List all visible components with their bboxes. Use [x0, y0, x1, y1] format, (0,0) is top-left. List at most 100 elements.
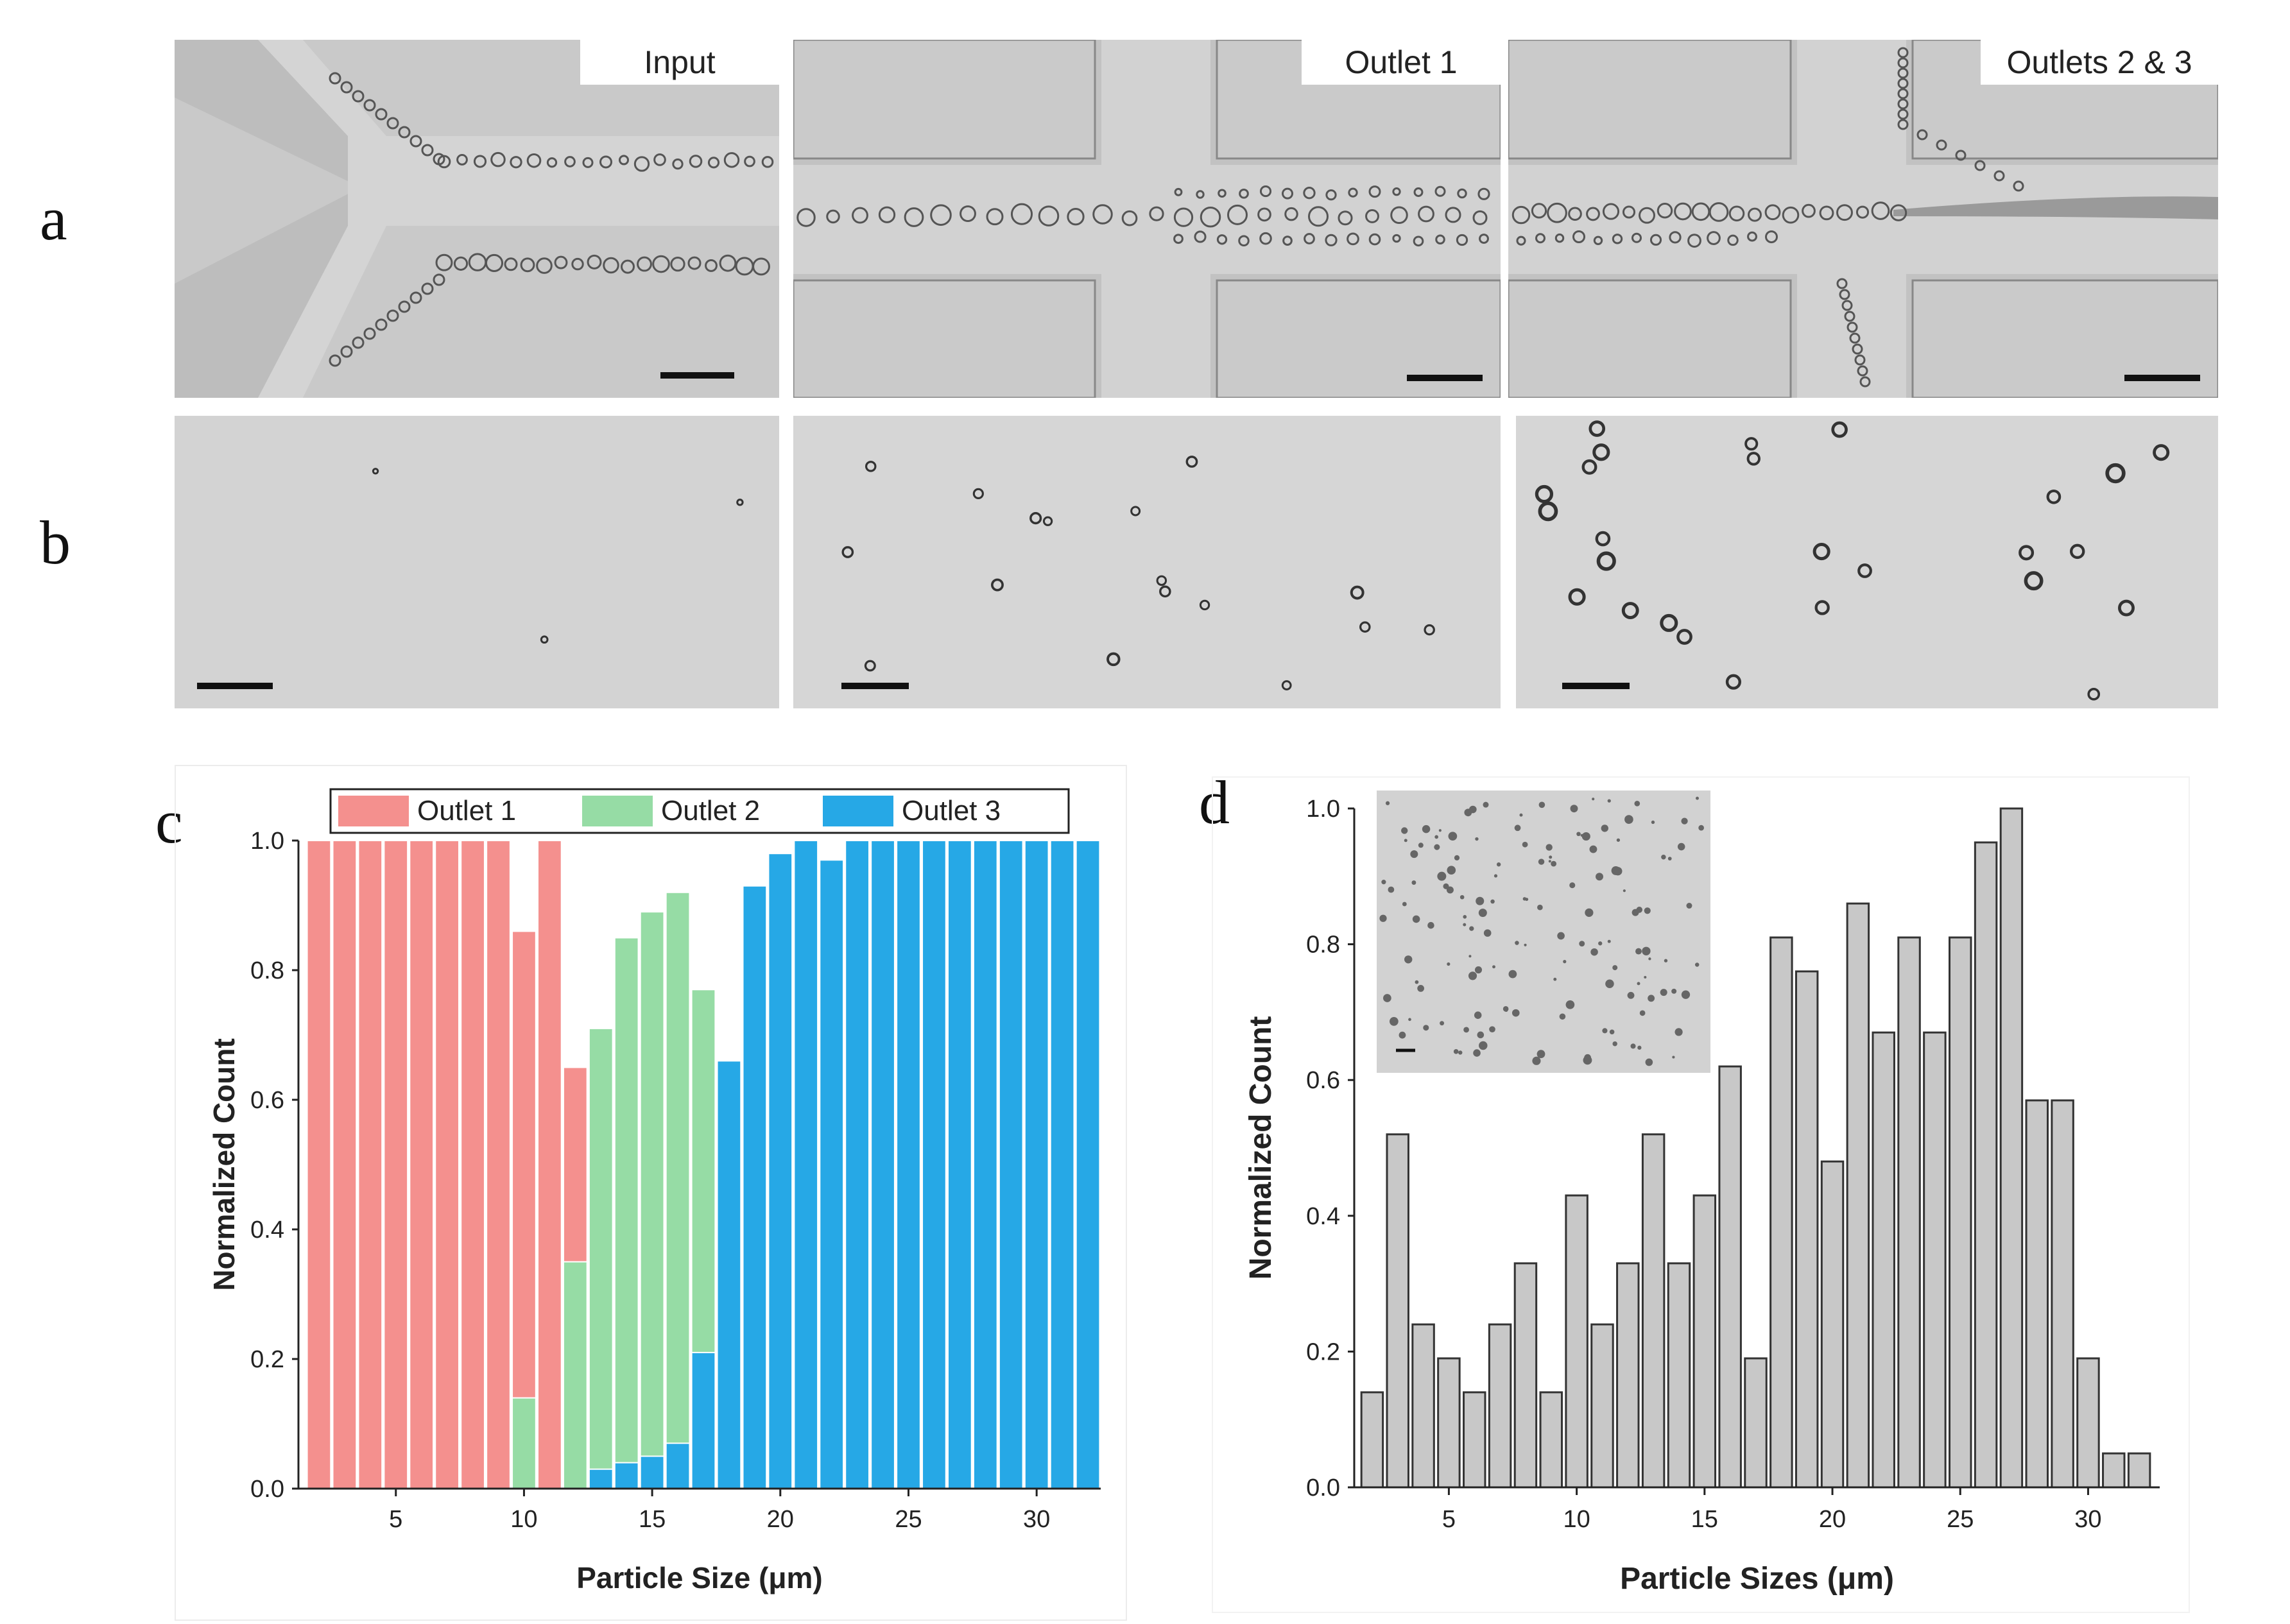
- bar: [1049, 840, 1075, 1489]
- bar: [1386, 1133, 1409, 1489]
- chart-d-frame: [1212, 776, 2190, 1613]
- inset-particle: [1508, 970, 1517, 979]
- droplet: [1849, 332, 1861, 344]
- droplet: [504, 257, 518, 271]
- y-tick-label: 0.4: [1306, 1203, 1340, 1230]
- droplet: [375, 318, 388, 331]
- inset-particle: [1559, 1013, 1566, 1020]
- bar: [1667, 1262, 1691, 1489]
- bar: [1949, 936, 1972, 1489]
- y-tick-label: 0.0: [1306, 1474, 1340, 1501]
- caption-input: Input: [580, 40, 779, 85]
- bar: [1437, 1357, 1461, 1489]
- inset-particle: [1411, 880, 1416, 885]
- droplet: [564, 156, 576, 167]
- inset-particle: [1483, 801, 1489, 808]
- droplet: [1727, 234, 1739, 246]
- bar: [1692, 1194, 1717, 1489]
- droplet: [705, 259, 718, 272]
- bar: [2127, 1452, 2151, 1489]
- inset-particle: [1458, 1050, 1463, 1055]
- droplet: [1764, 204, 1781, 221]
- bar: [2076, 1357, 2100, 1489]
- droplet: [1531, 203, 1547, 219]
- bar: [435, 840, 460, 1489]
- droplet: [1303, 187, 1316, 200]
- droplet: [1173, 207, 1194, 227]
- droplet: [554, 255, 568, 269]
- inset-particle: [1581, 832, 1590, 841]
- droplet: [1854, 354, 1866, 366]
- droplet: [796, 208, 816, 227]
- droplet: [1897, 108, 1909, 120]
- inset-particle: [1379, 914, 1387, 922]
- inset-particle: [1524, 943, 1527, 946]
- inset-particle: [1569, 882, 1576, 889]
- row-label-b: b: [40, 508, 71, 577]
- x-tick-label: 5: [389, 1506, 402, 1533]
- bar: [2051, 1099, 2074, 1489]
- bar: [1846, 902, 1870, 1489]
- scale-bar: [841, 683, 909, 689]
- inset-particle: [1477, 1031, 1485, 1039]
- droplet: [652, 255, 670, 273]
- droplet: [689, 155, 703, 168]
- particle: [1725, 674, 1741, 690]
- particle: [2105, 463, 2126, 484]
- bar: [562, 1261, 588, 1489]
- inset-particle: [1644, 976, 1647, 979]
- micrograph-b-outlet-1: [793, 416, 1501, 708]
- inset-particle: [1612, 1041, 1617, 1047]
- bar: [1539, 1391, 1563, 1489]
- droplet: [1897, 67, 1909, 79]
- particle: [1281, 680, 1292, 690]
- droplet: [1897, 47, 1909, 58]
- droplet: [986, 208, 1004, 226]
- bar: [972, 840, 998, 1489]
- droplet: [2013, 180, 2024, 192]
- bar: [1769, 936, 1793, 1489]
- inset-particle: [1474, 966, 1483, 974]
- droplet: [1841, 300, 1853, 311]
- x-tick-label: 20: [767, 1506, 794, 1533]
- droplet: [599, 155, 612, 169]
- particle: [1350, 585, 1365, 600]
- bar: [896, 840, 921, 1489]
- droplet: [1847, 321, 1858, 333]
- droplet: [571, 257, 584, 271]
- caption-outlet-1: Outlet 1: [1302, 40, 1501, 85]
- particle: [991, 578, 1004, 592]
- particle: [1744, 437, 1759, 451]
- droplet: [633, 156, 650, 172]
- droplet: [587, 254, 602, 269]
- bar: [537, 840, 562, 1489]
- droplet: [1669, 231, 1682, 244]
- particle: [841, 546, 854, 558]
- droplet: [744, 155, 755, 167]
- droplet: [329, 72, 341, 85]
- droplet: [735, 257, 754, 276]
- droplet: [1338, 210, 1353, 226]
- inset-particle: [1522, 841, 1528, 848]
- bar: [357, 840, 383, 1489]
- inset-particle: [1576, 832, 1581, 837]
- particle: [1029, 512, 1042, 525]
- inset-particle: [1592, 798, 1595, 801]
- bar: [1411, 1323, 1435, 1489]
- x-tick-label: 25: [1947, 1506, 1974, 1533]
- inset-particle: [1589, 845, 1597, 853]
- droplet: [1392, 187, 1401, 196]
- particle: [1812, 542, 1830, 561]
- droplet: [1368, 185, 1381, 198]
- bar: [383, 840, 409, 1489]
- inset-particle: [1607, 799, 1611, 803]
- droplet: [852, 207, 868, 224]
- inset-particle: [1598, 941, 1603, 946]
- inset-particle: [1402, 902, 1407, 907]
- inset-particle: [1624, 815, 1633, 824]
- droplet: [1674, 202, 1692, 221]
- y-tick-label: 0.8: [250, 957, 284, 984]
- inset-particle: [1468, 971, 1477, 980]
- bar: [639, 911, 665, 1490]
- droplet: [490, 151, 506, 167]
